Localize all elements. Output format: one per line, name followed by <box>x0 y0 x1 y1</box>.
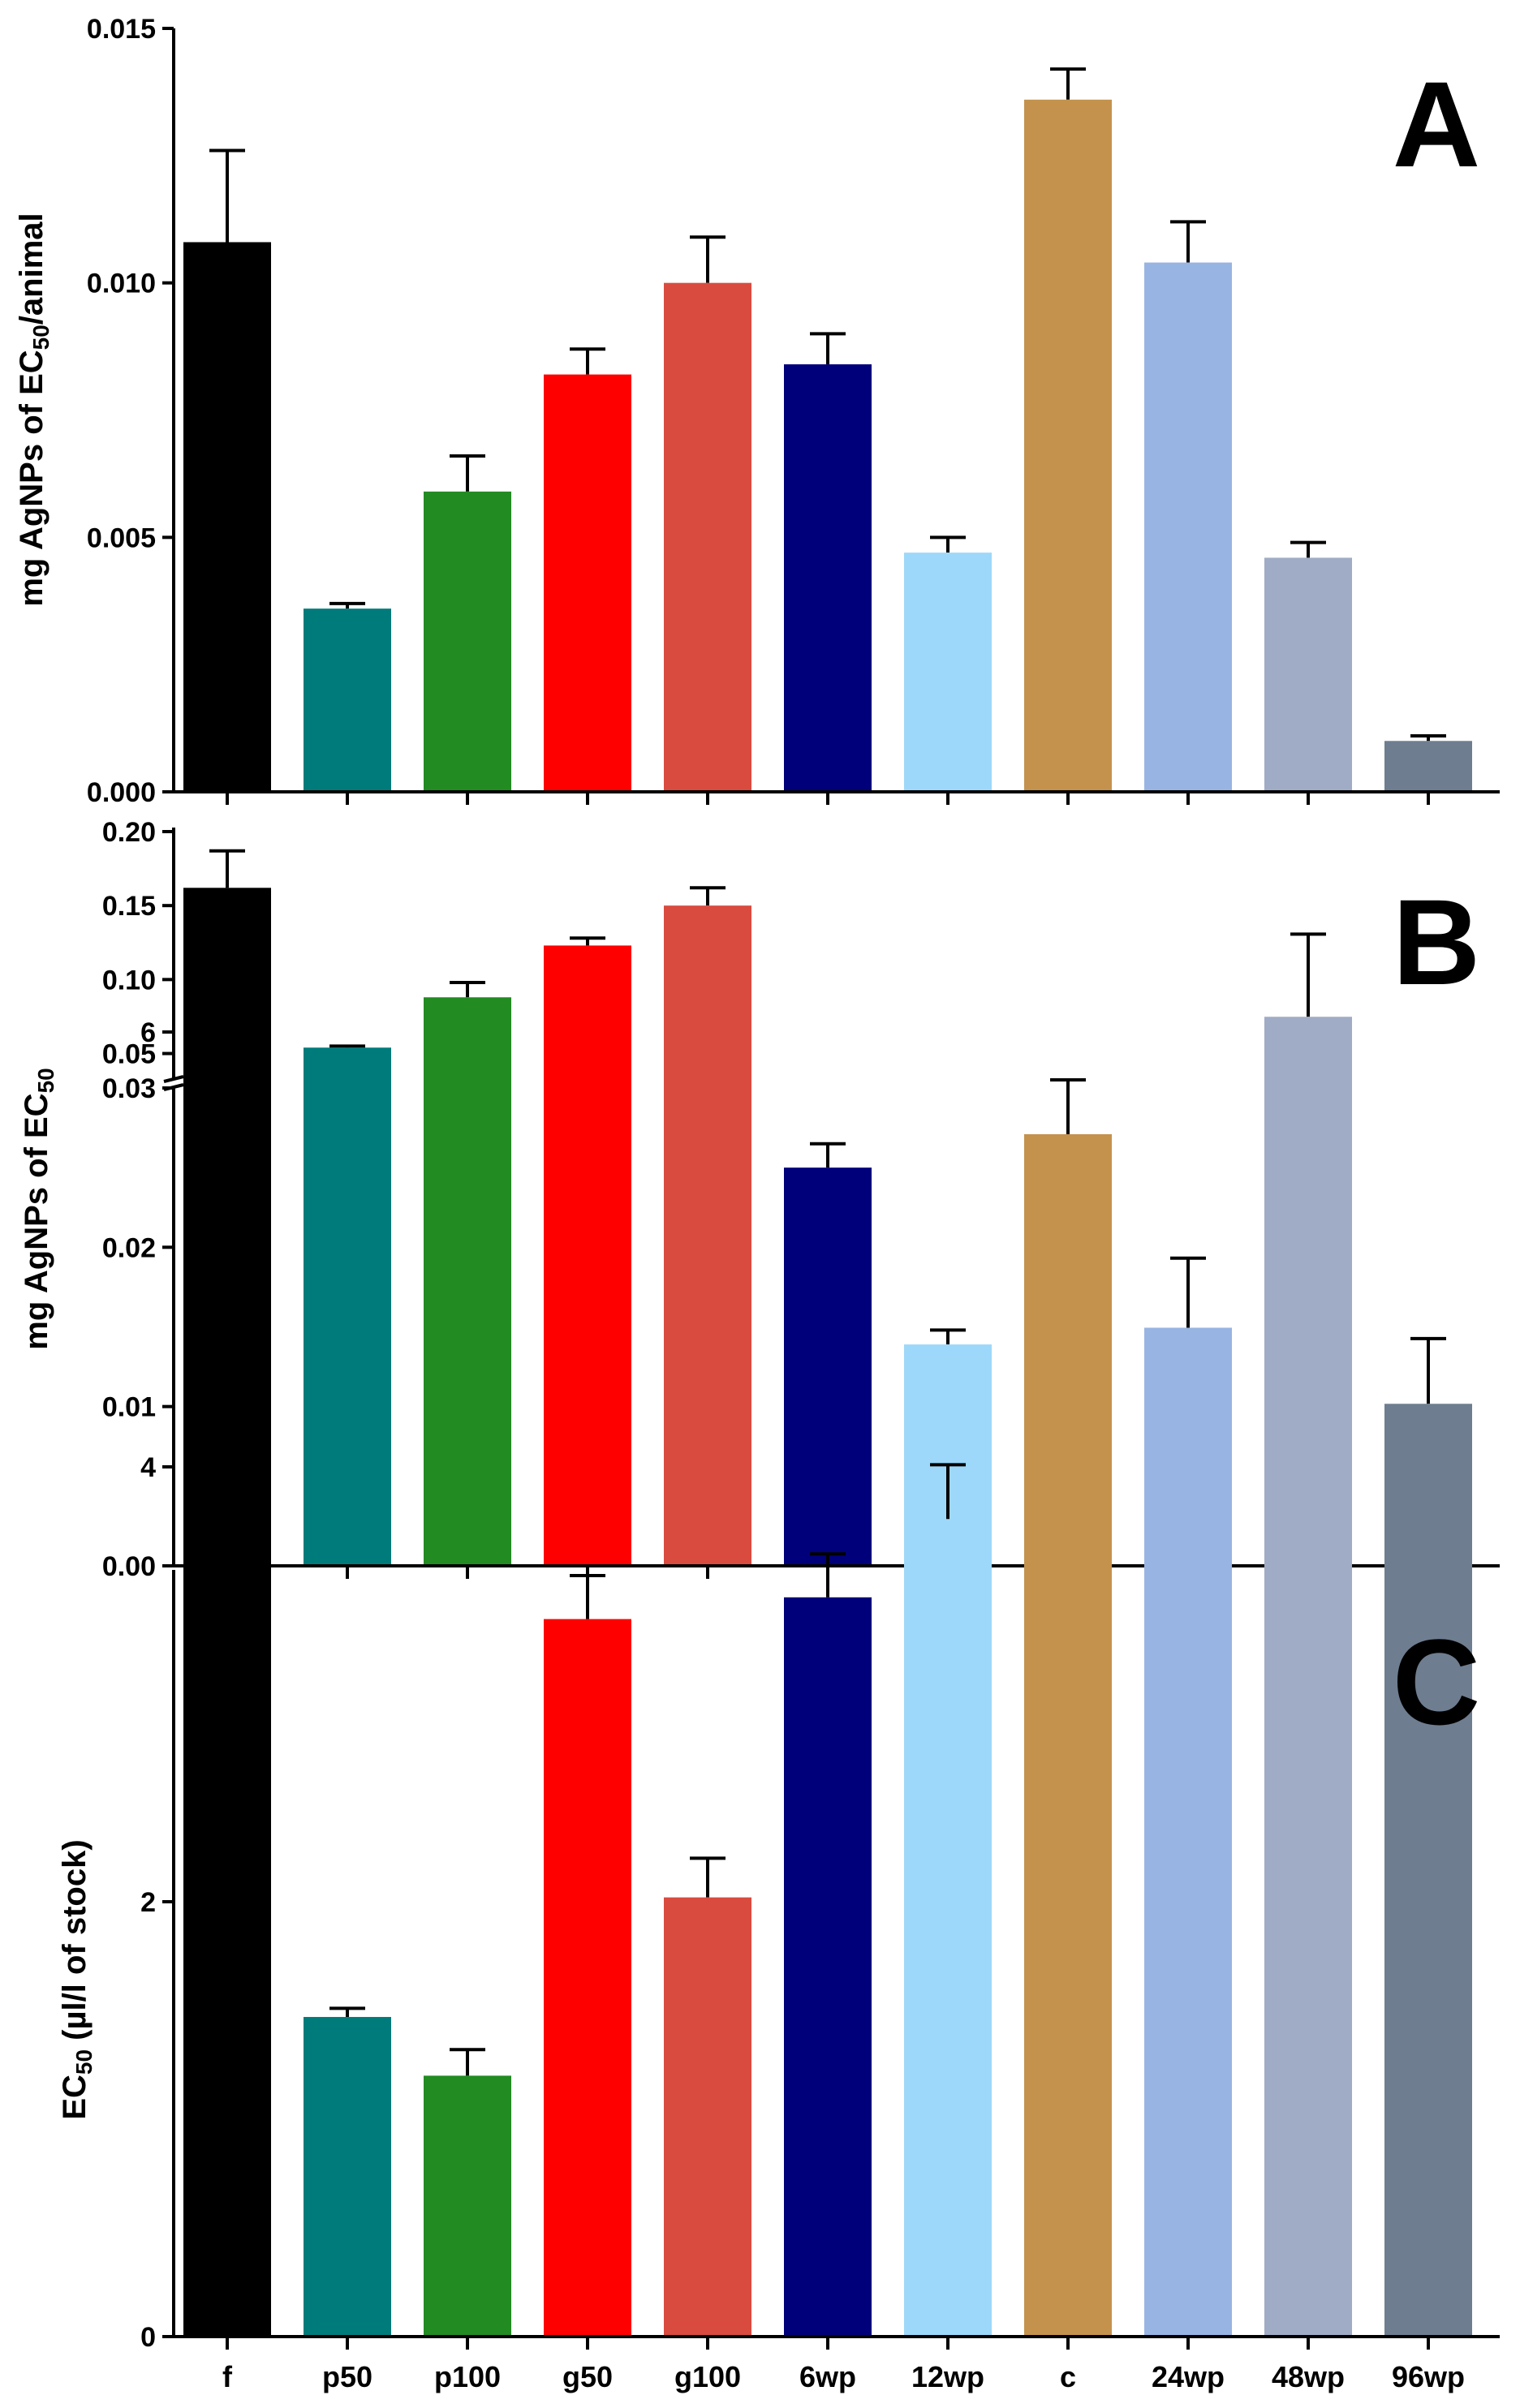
bar-p100 <box>424 997 511 1566</box>
bar-p100 <box>424 2075 511 2337</box>
b-y-upper-tick-label: 0.05 <box>102 1039 156 1070</box>
a-y-tick-label: 0.010 <box>87 269 156 299</box>
c-y-tick-label: 4 <box>140 1452 156 1483</box>
bar-96wp <box>1384 1404 1472 2337</box>
y-axis-label: mg AgNPs of EC50 <box>19 1068 58 1349</box>
bar-g100 <box>664 282 751 793</box>
a-y-tick-label: 0.005 <box>87 522 156 553</box>
bar-6wp <box>784 1597 872 2337</box>
panel-letter: A <box>1393 56 1480 192</box>
panel-c: 0 2 4 6 EC50 (µl/l of stock) C <box>57 932 1500 2353</box>
bar-g100 <box>664 905 751 1566</box>
x-label-6wp: 6wp <box>799 2360 856 2393</box>
c-y-tick-label: 6 <box>140 1017 156 1048</box>
x-label-g100: g100 <box>674 2360 741 2393</box>
b-y-lower-tick-label: 0.00 <box>102 1551 156 1582</box>
x-label-24wp: 24wp <box>1152 2360 1225 2393</box>
bar-24wp <box>1144 262 1232 792</box>
y-axis-label: mg AgNPs of EC50/animal <box>14 213 54 606</box>
bar-96wp <box>1384 741 1472 792</box>
bar-p50 <box>304 608 391 792</box>
bar-6wp <box>784 1167 872 1566</box>
x-label-p100: p100 <box>434 2360 501 2393</box>
bar-g50 <box>544 945 631 1566</box>
bar-c <box>1024 1133 1112 2337</box>
x-label-g50: g50 <box>562 2360 613 2393</box>
bar-g50 <box>544 374 631 792</box>
b-y-lower-tick-label: 0.01 <box>102 1392 156 1423</box>
bar-f <box>183 242 271 793</box>
x-label-96wp: 96wp <box>1392 2360 1465 2393</box>
x-label-f: f <box>222 2360 233 2393</box>
bar-6wp <box>784 364 872 792</box>
bar-12wp <box>904 1519 992 2337</box>
bar-p50 <box>304 2017 391 2337</box>
bar-48wp <box>1264 557 1352 792</box>
bar-c <box>1024 99 1112 793</box>
bar-48wp <box>1264 1017 1352 2337</box>
panel-letter: C <box>1393 1614 1480 1750</box>
bar-24wp <box>1144 1327 1232 2337</box>
bar-p100 <box>424 491 511 792</box>
bar-p50 <box>304 1047 391 1566</box>
b-y-upper-tick-label: 0.15 <box>102 891 156 922</box>
bar-g100 <box>664 1897 751 2337</box>
a-y-tick-label: 0.000 <box>87 777 156 808</box>
x-label-12wp: 12wp <box>911 2360 984 2393</box>
b-y-lower-tick-label: 0.03 <box>102 1073 156 1104</box>
a-y-tick-label: 0.015 <box>87 14 156 45</box>
x-label-c: c <box>1060 2360 1076 2393</box>
x-label-p50: p50 <box>322 2360 372 2393</box>
panel-letter: B <box>1393 874 1480 1010</box>
c-y-tick-label: 2 <box>140 1887 156 1918</box>
b-y-upper-tick-label: 0.10 <box>102 965 156 995</box>
x-axis-labels: f p50 p100 g50 g100 6wp 12wp c 24wp 48wp 96wp <box>222 2360 1465 2393</box>
bar-f <box>183 1391 271 2337</box>
bar-12wp <box>904 553 992 792</box>
x-label-48wp: 48wp <box>1272 2360 1345 2393</box>
panel-a: 0.000 0.005 0.010 0.015 mg AgNPs of EC50/ani… <box>14 14 1500 808</box>
b-y-upper-tick-label: 0.20 <box>102 817 156 848</box>
b-y-lower-tick-label: 0.02 <box>102 1232 156 1263</box>
c-y-tick-label: 0 <box>140 2322 156 2353</box>
bar-g50 <box>544 1619 631 2337</box>
y-axis-label: EC50 (µl/l of stock) <box>57 1839 97 2119</box>
axis-break-mark <box>163 1075 184 1083</box>
